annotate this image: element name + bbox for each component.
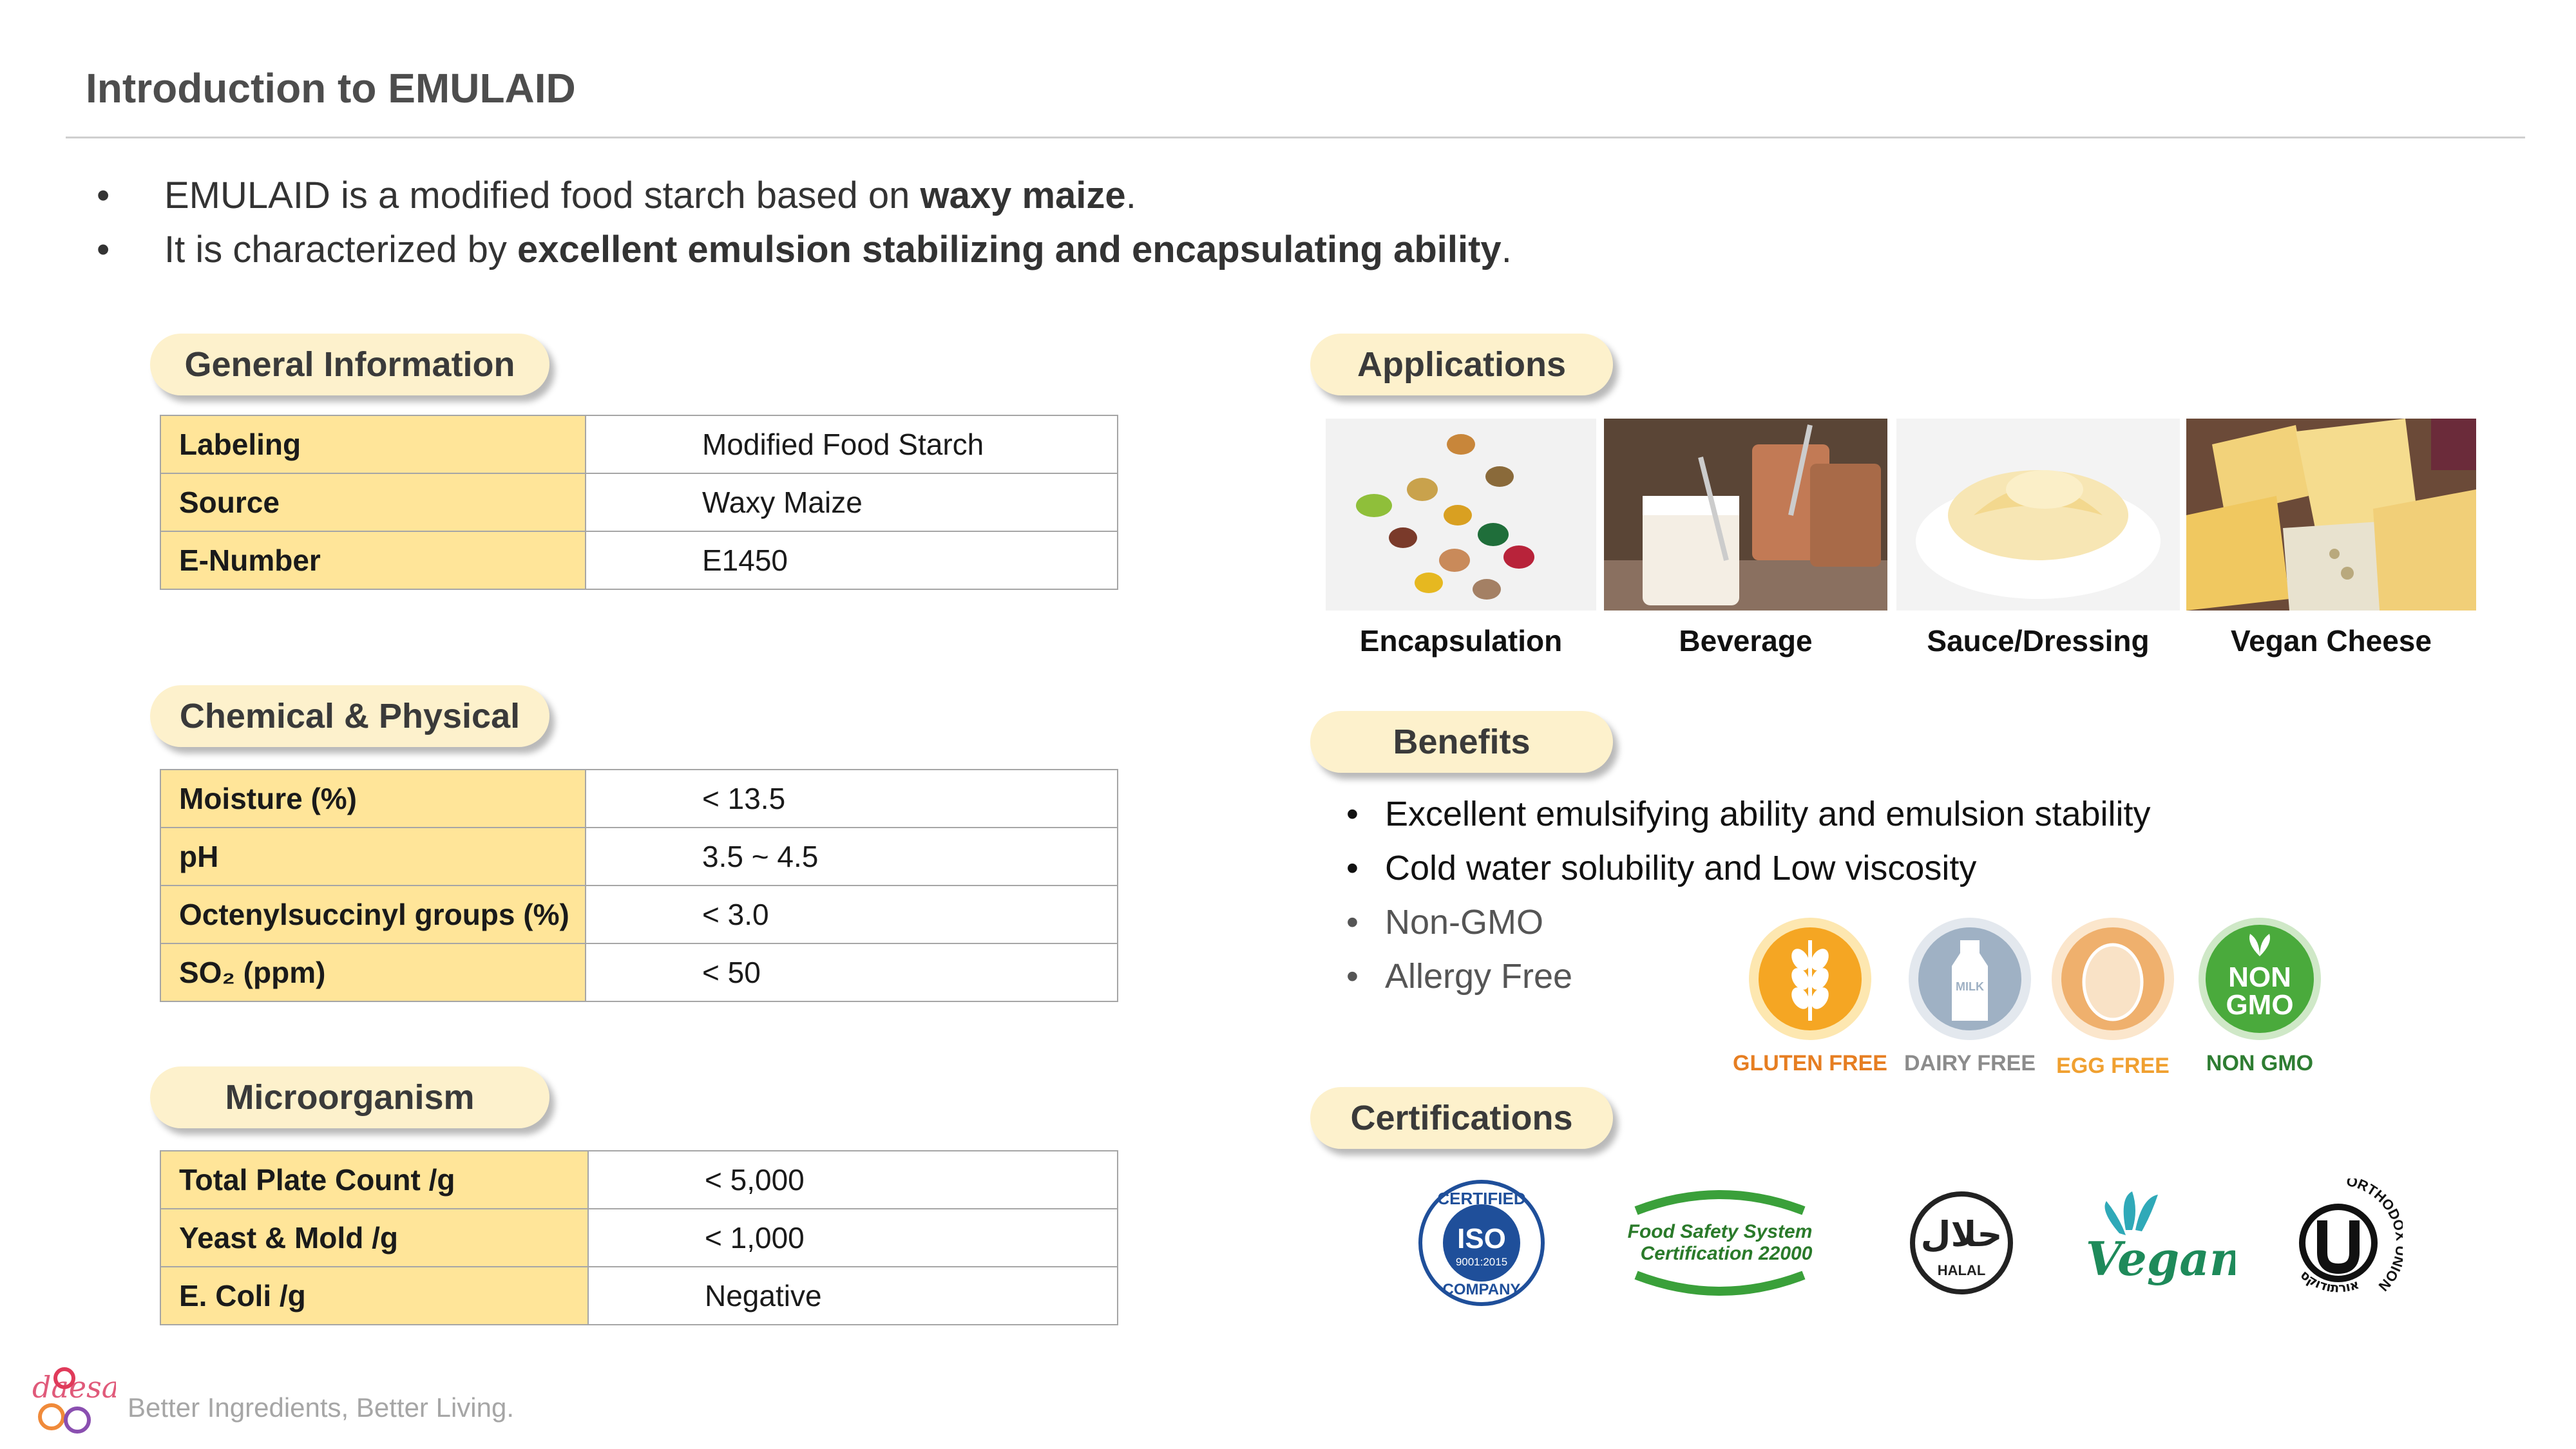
list-item: • Non-GMO (1346, 903, 1544, 942)
table-row: E. Coli /g Negative (160, 1266, 1118, 1325)
bullet-dot: • (97, 229, 110, 270)
chemical-table: Moisture (%) < 13.5 pH 3.5 ~ 4.5 Octenylsu… (160, 769, 1118, 1002)
encapsulation-image (1326, 419, 1596, 611)
footer-tagline: Better Ingredients, Better Living. (128, 1392, 514, 1423)
title-divider (66, 137, 2525, 138)
vegan-icon: Vegan (2086, 1191, 2235, 1286)
app-label-beverage: Beverage (1679, 624, 1813, 658)
list-item: • Allergy Free (1346, 957, 1573, 996)
svg-text:Certification 22000: Certification 22000 (1641, 1243, 1813, 1264)
table-row: Total Plate Count /g < 5,000 (160, 1150, 1118, 1209)
badge-label-dairy-free: DAIRY FREE (1903, 1051, 2036, 1075)
svg-text:COMPANY: COMPANY (1443, 1281, 1521, 1298)
micro-table: Total Plate Count /g < 5,000 Yeast & Mold… (160, 1150, 1118, 1325)
micro-heading: Microorganism (150, 1066, 549, 1128)
table-row: Yeast & Mold /g < 1,000 (160, 1208, 1118, 1267)
page-title: Introduction to EMULAID (86, 65, 576, 111)
non-gmo-icon: NON GMO (2199, 918, 2321, 1040)
bullet-dot: • (97, 175, 110, 216)
svg-text:ISO: ISO (1457, 1223, 1506, 1255)
iso-certified-icon: CERTIFIED ISO 9001:2015 COMPANY (1418, 1180, 1545, 1306)
applications-heading: Applications (1310, 334, 1613, 395)
intro-bullet: • EMULAID is a modified food starch base… (97, 169, 1512, 223)
badge-label-egg-free: EGG FREE (2056, 1054, 2170, 1078)
egg-free-icon (2052, 918, 2174, 1040)
svg-text:حلال: حلال (1921, 1214, 2003, 1255)
certifications-heading: Certifications (1310, 1087, 1613, 1149)
table-row: E-Number E1450 (160, 531, 1118, 590)
chemical-heading: Chemical & Physical (150, 685, 549, 747)
svg-text:9001:2015: 9001:2015 (1456, 1256, 1507, 1268)
intro-bullet: • It is characterized by excellent emuls… (97, 223, 1512, 277)
svg-text:CERTIFIED: CERTIFIED (1437, 1189, 1525, 1208)
list-item: • Excellent emulsifying ability and emuls… (1346, 795, 2151, 833)
orthodox-union-icon: ORTHODOX UNION אורתודוקס (2298, 1179, 2403, 1296)
beverage-image (1604, 419, 1887, 611)
svg-text:Food Safety System: Food Safety System (1628, 1221, 1813, 1242)
table-row: pH 3.5 ~ 4.5 (160, 827, 1118, 886)
general-info-heading: General Information (150, 334, 549, 395)
halal-icon: حلال HALAL (1910, 1191, 2013, 1294)
app-label-sauce: Sauce/Dressing (1927, 624, 2150, 658)
general-info-table: Labeling Modified Food Starch Source Waxy … (160, 415, 1118, 590)
table-row: Moisture (%) < 13.5 (160, 769, 1118, 828)
badge-label-gluten-free: GLUTEN FREE (1733, 1051, 1887, 1075)
table-row: SO₂ (ppm) < 50 (160, 943, 1118, 1002)
badge-label-non-gmo: NON GMO (2206, 1051, 2314, 1075)
svg-text:Vegan: Vegan (2086, 1231, 2235, 1286)
table-row: Labeling Modified Food Starch (160, 415, 1118, 474)
app-label-vegan-cheese: Vegan Cheese (2231, 624, 2432, 658)
svg-text:NON: NON (2228, 961, 2291, 993)
svg-text:MILK: MILK (1956, 980, 1984, 993)
dairy-free-icon: MILK (1909, 918, 2031, 1040)
sauce-image (1896, 419, 2180, 611)
benefits-list: • Excellent emulsifying ability and emuls… (1346, 787, 2151, 1003)
table-row: Source Waxy Maize (160, 473, 1118, 532)
daesang-logo: daesang (32, 1367, 116, 1434)
vegan-cheese-image (2186, 419, 2476, 611)
svg-text:GMO: GMO (2226, 989, 2293, 1021)
app-label-encapsulation: Encapsulation (1359, 624, 1563, 658)
list-item: • Cold water solubility and Low viscosity (1346, 849, 1977, 887)
fssc-22000-icon: Food Safety System Certification 22000 (1628, 1190, 1813, 1296)
gluten-free-icon (1749, 918, 1871, 1040)
table-row: Octenylsuccinyl groups (%) < 3.0 (160, 885, 1118, 944)
svg-text:HALAL: HALAL (1938, 1262, 1986, 1278)
intro-bullets: • EMULAID is a modified food starch base… (97, 169, 1512, 277)
benefits-heading: Benefits (1310, 711, 1613, 773)
